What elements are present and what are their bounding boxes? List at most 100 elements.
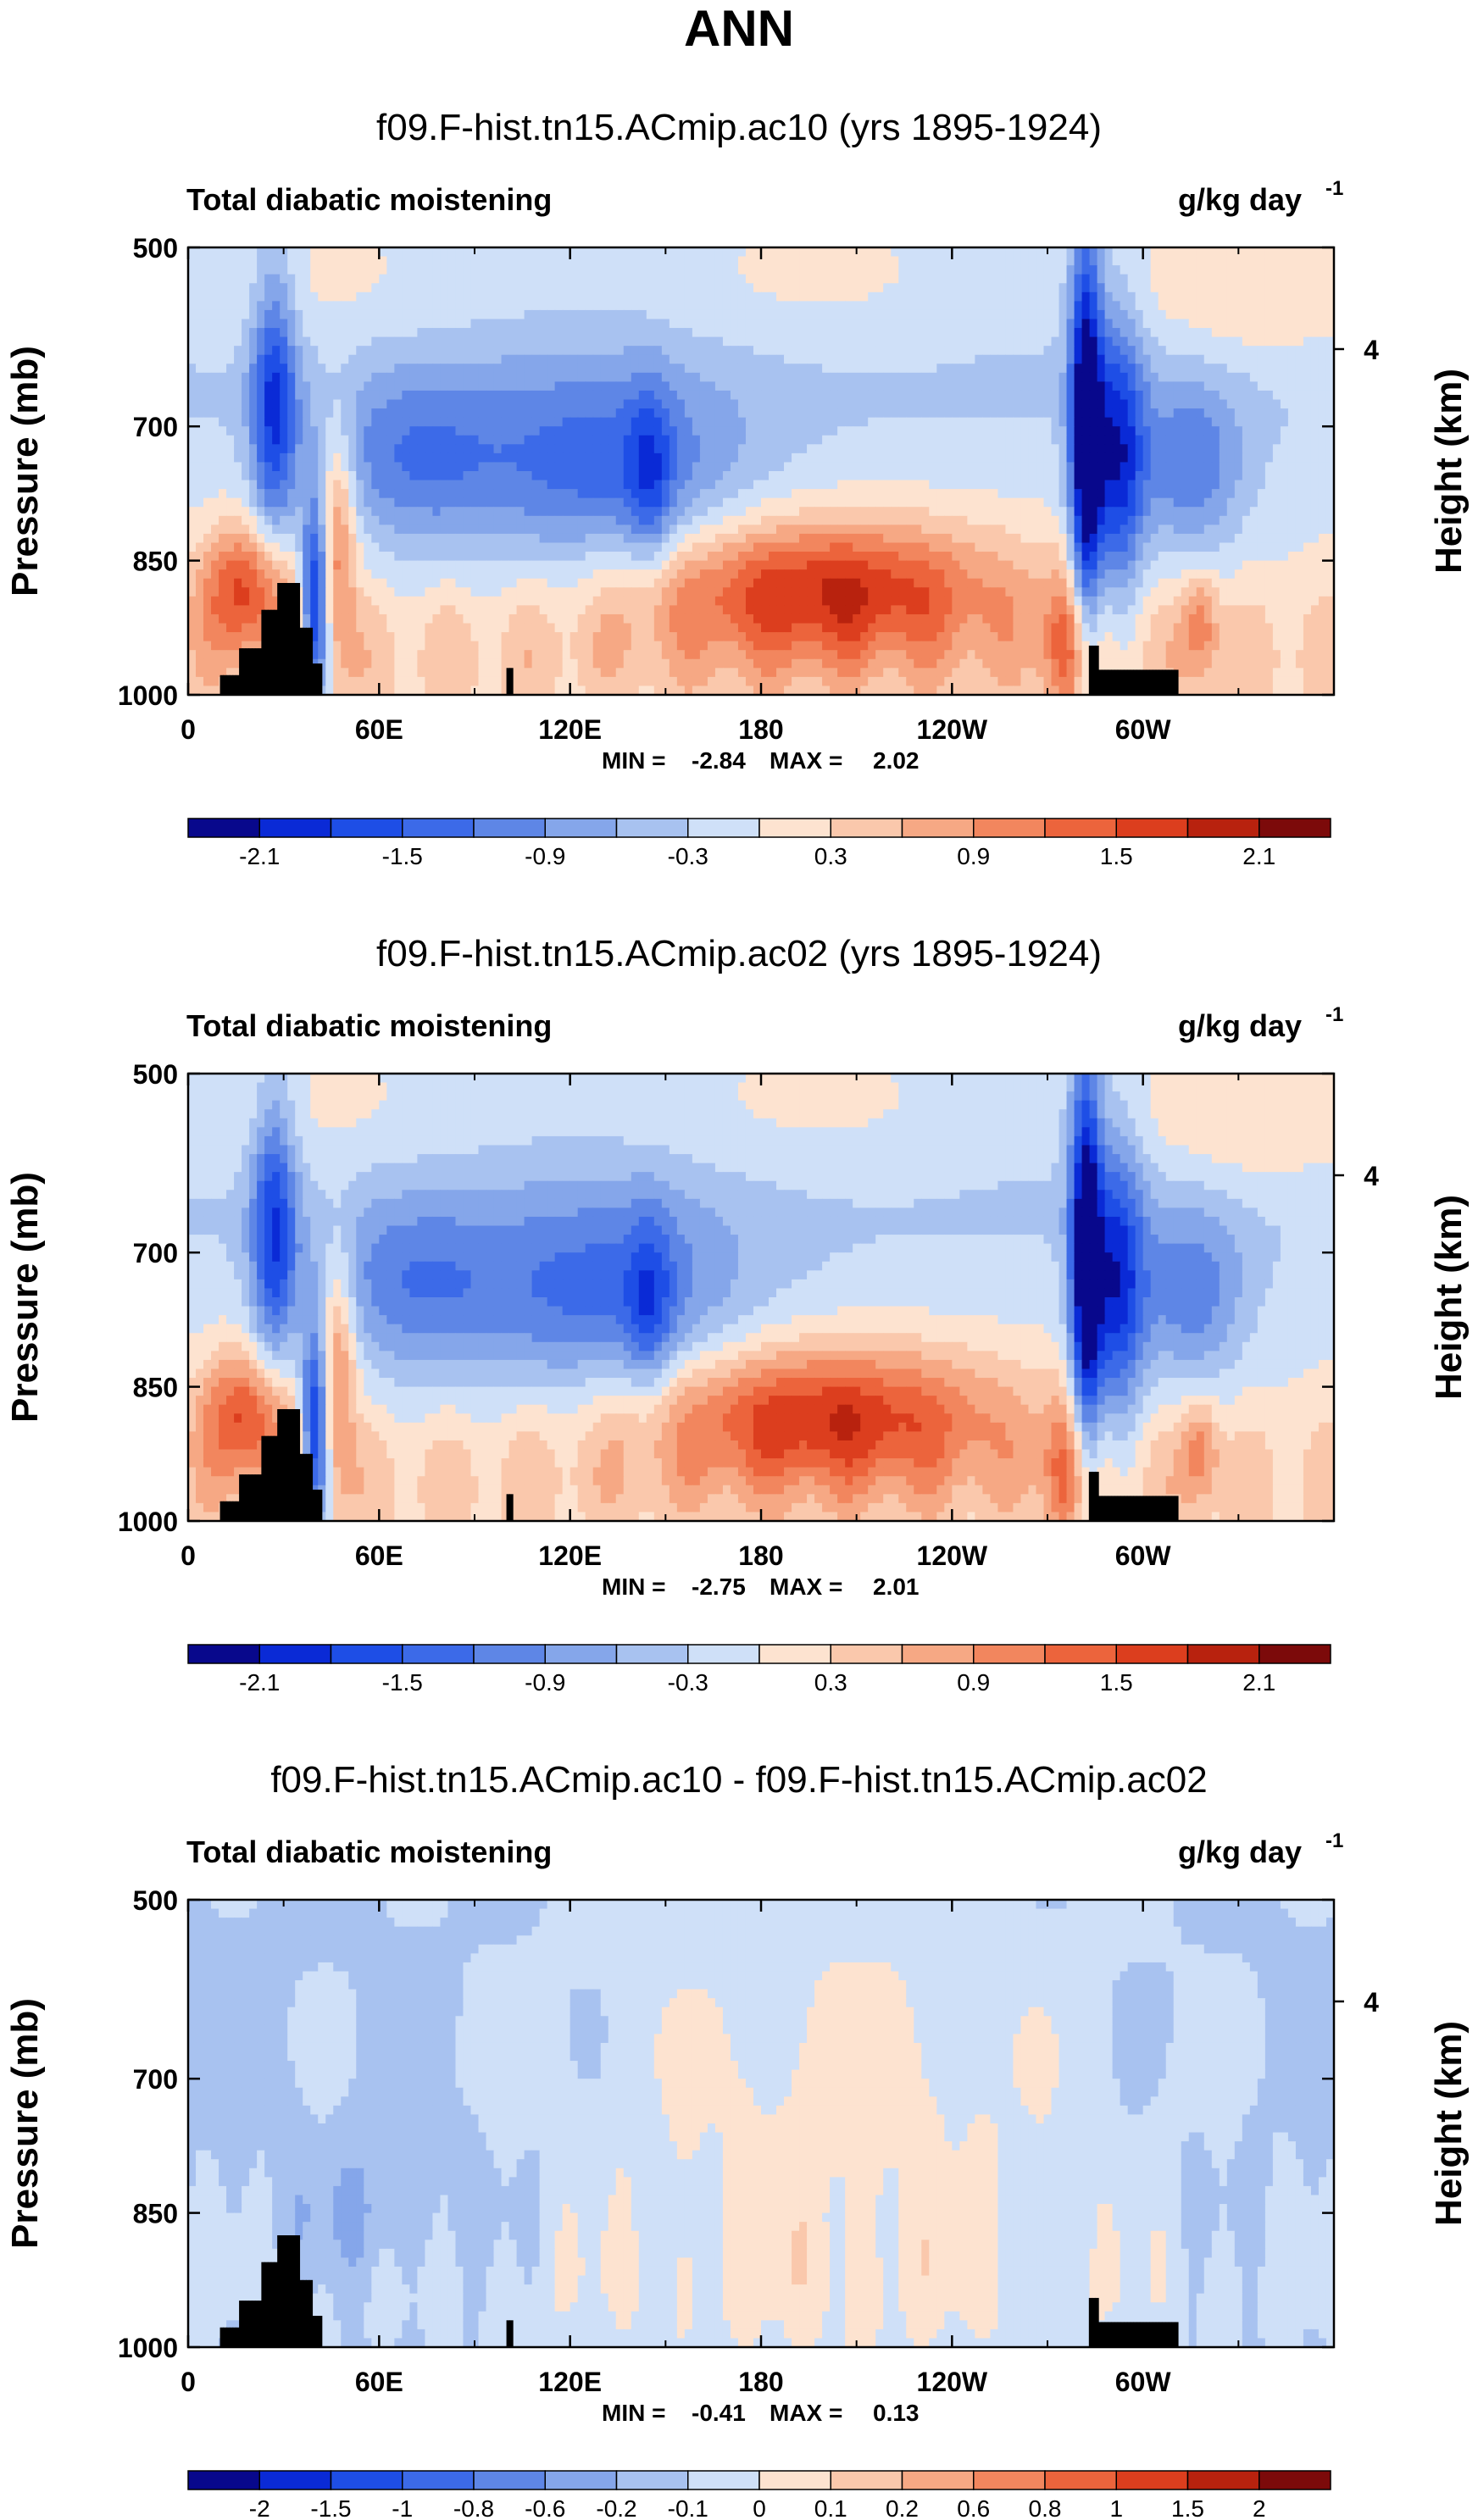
- heatmap-cell: [1219, 480, 1228, 490]
- heatmap-cell: [952, 497, 960, 508]
- heatmap-cell: [1043, 390, 1053, 401]
- heatmap-cell: [615, 462, 625, 472]
- heatmap-cell: [631, 346, 640, 356]
- heatmap-cell: [508, 336, 518, 347]
- heatmap-cell: [906, 265, 914, 275]
- heatmap-cell: [1142, 265, 1152, 275]
- heatmap-cell: [1173, 336, 1182, 347]
- heatmap-cell: [470, 256, 480, 266]
- heatmap-cell: [386, 497, 395, 508]
- heatmap-cell: [646, 301, 655, 311]
- heatmap-cell: [562, 408, 571, 419]
- heatmap-cell: [868, 372, 876, 382]
- heatmap-cell: [409, 247, 418, 258]
- heatmap-cell: [1280, 309, 1289, 320]
- heatmap-cell: [898, 462, 907, 472]
- heatmap-cell: [921, 247, 930, 258]
- heatmap-cell: [745, 435, 754, 445]
- heatmap-cell: [1249, 452, 1259, 463]
- heatmap-cell: [371, 346, 380, 356]
- heatmap-cell: [1036, 364, 1045, 374]
- heatmap-cell: [1211, 354, 1220, 364]
- heatmap-cell: [661, 381, 670, 391]
- heatmap-cell: [219, 533, 227, 544]
- heatmap-cell: [1188, 452, 1197, 463]
- heatmap-cell: [853, 533, 861, 544]
- heatmap-cell: [868, 480, 876, 490]
- heatmap-cell: [1081, 426, 1091, 436]
- heatmap-cell: [1066, 372, 1075, 382]
- heatmap-cell: [1089, 309, 1098, 320]
- heatmap-cell: [1310, 328, 1320, 338]
- heatmap-cell: [1005, 489, 1014, 499]
- heatmap-cell: [784, 372, 792, 382]
- heatmap-cell: [776, 452, 785, 463]
- heatmap-cell: [1066, 336, 1075, 347]
- heatmap-cell: [891, 274, 899, 284]
- heatmap-cell: [676, 354, 686, 364]
- heatmap-cell: [257, 435, 265, 445]
- heatmap-cell: [463, 354, 472, 364]
- heatmap-cell: [1013, 417, 1022, 427]
- heatmap-cell: [203, 390, 212, 401]
- heatmap-cell: [898, 283, 907, 293]
- heatmap-cell: [1272, 372, 1281, 382]
- heatmap-cell: [409, 346, 418, 356]
- heatmap-cell: [287, 507, 296, 517]
- heatmap-cell: [356, 507, 364, 517]
- heatmap-cell: [676, 462, 686, 472]
- heatmap-cell: [1203, 435, 1213, 445]
- heatmap-cell: [303, 542, 311, 552]
- heatmap-cell: [1058, 480, 1068, 490]
- heatmap-cell: [508, 247, 518, 258]
- heatmap-cell: [318, 354, 326, 364]
- heatmap-cell: [936, 462, 945, 472]
- heatmap-cell: [1211, 489, 1220, 499]
- heatmap-cell: [1036, 319, 1045, 329]
- heatmap-cell: [845, 408, 853, 419]
- heatmap-cell: [898, 381, 907, 391]
- heatmap-cell: [1287, 489, 1297, 499]
- heatmap-cell: [539, 291, 548, 302]
- heatmap-cell: [272, 399, 281, 409]
- heatmap-cell: [348, 408, 357, 419]
- heatmap-cell: [714, 256, 724, 266]
- heatmap-cell: [577, 462, 586, 472]
- heatmap-cell: [1120, 399, 1129, 409]
- heatmap-cell: [547, 372, 556, 382]
- heatmap-cell: [554, 497, 564, 508]
- heatmap-cell: [822, 354, 831, 364]
- heatmap-cell: [1051, 533, 1060, 544]
- heatmap-cell: [699, 364, 708, 374]
- heatmap-cell: [868, 426, 876, 436]
- heatmap-cell: [303, 381, 311, 391]
- heatmap-cell: [792, 426, 800, 436]
- heatmap-cell: [936, 471, 945, 481]
- heatmap-cell: [493, 497, 503, 508]
- heatmap-cell: [684, 328, 693, 338]
- heatmap-cell: [1043, 444, 1053, 454]
- heatmap-cell: [570, 533, 579, 544]
- heatmap-cell: [875, 265, 884, 275]
- heatmap-cell: [234, 372, 242, 382]
- heatmap-cell: [699, 372, 708, 382]
- heatmap-cell: [699, 247, 708, 258]
- heatmap-cell: [982, 309, 991, 320]
- heatmap-cell: [570, 417, 579, 427]
- heatmap-cell: [1165, 525, 1175, 535]
- heatmap-cell: [1173, 507, 1182, 517]
- heatmap-cell: [853, 319, 861, 329]
- heatmap-cell: [272, 444, 281, 454]
- heatmap-cell: [646, 452, 655, 463]
- heatmap-cell: [1303, 507, 1312, 517]
- heatmap-cell: [1211, 399, 1220, 409]
- heatmap-cell: [196, 408, 204, 419]
- heatmap-cell: [1242, 452, 1251, 463]
- heatmap-cell: [837, 291, 846, 302]
- heatmap-cell: [1272, 265, 1281, 275]
- heatmap-cell: [402, 247, 410, 258]
- heatmap-cell: [638, 452, 647, 463]
- heatmap-cell: [982, 265, 991, 275]
- heatmap-cell: [845, 489, 853, 499]
- heatmap-cell: [615, 426, 625, 436]
